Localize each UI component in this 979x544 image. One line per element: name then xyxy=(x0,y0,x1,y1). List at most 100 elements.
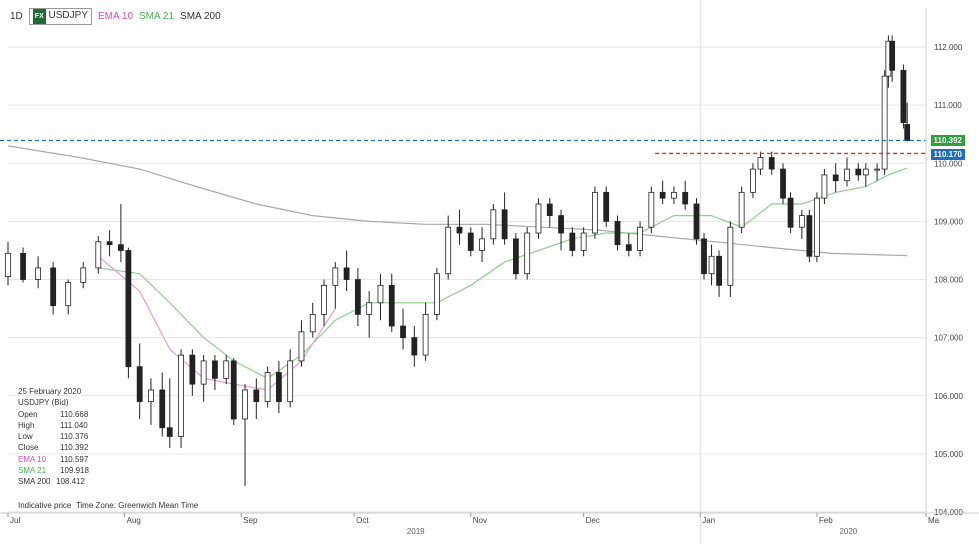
candle xyxy=(400,308,406,350)
x-year-label: 2020 xyxy=(839,527,857,536)
candle xyxy=(855,163,862,181)
candle xyxy=(701,233,707,280)
candle-body xyxy=(20,252,26,280)
candle-body xyxy=(708,255,715,275)
candle xyxy=(874,163,880,181)
candle xyxy=(637,221,643,257)
candle xyxy=(904,102,911,142)
candle xyxy=(592,186,598,239)
ema10-legend[interactable]: EMA 10 xyxy=(97,11,134,22)
candle xyxy=(80,262,87,289)
candle-body xyxy=(400,325,406,339)
candle-body xyxy=(275,372,282,402)
candle-body xyxy=(50,267,57,307)
candle xyxy=(558,209,564,251)
candle-body xyxy=(490,209,497,240)
candle-body xyxy=(757,157,764,170)
x-tick-label: Jan xyxy=(702,516,715,525)
candle-body xyxy=(377,284,384,304)
chart-header: 1D FX USDJPY EMA 10 SMA 21 SMA 200 xyxy=(10,8,221,25)
candle-body xyxy=(821,174,828,199)
footer-note: Indicative price Time Zone: Greenwich Me… xyxy=(18,501,198,510)
candle-body xyxy=(467,232,474,251)
ohlc-info-panel: 25 February 2020 USDJPY (Bid) Open 110.66… xyxy=(18,386,89,488)
candle xyxy=(832,163,839,193)
candle xyxy=(200,355,207,402)
candle xyxy=(757,151,764,175)
candle xyxy=(501,192,508,245)
candle xyxy=(321,279,327,327)
candle-body xyxy=(223,360,230,379)
indicative-price-note: Indicative price xyxy=(18,501,72,510)
candle-body xyxy=(855,168,862,176)
y-tick-label: 110.000 xyxy=(934,159,963,168)
bid-price-tag: 110.392 xyxy=(930,134,965,146)
candle-body xyxy=(95,241,102,269)
ask-price-tag: 110.170 xyxy=(930,149,965,161)
candle-body xyxy=(780,168,786,199)
x-tick-label: Oct xyxy=(356,516,369,525)
price-lines xyxy=(0,139,926,155)
candle-body xyxy=(637,226,643,251)
candle xyxy=(614,215,621,251)
info-label: Low xyxy=(18,432,33,442)
candle xyxy=(862,163,869,187)
info-value: 108.412 xyxy=(56,477,85,487)
candle-body xyxy=(625,244,632,251)
candle xyxy=(682,180,689,210)
candle-body xyxy=(501,209,508,240)
candle xyxy=(166,378,173,449)
candle-body xyxy=(354,279,361,315)
candle xyxy=(223,355,230,385)
candle xyxy=(388,273,395,332)
candle-body xyxy=(434,273,440,315)
candle-body xyxy=(343,267,350,280)
candle xyxy=(50,262,57,315)
candle-body xyxy=(580,232,587,251)
candle xyxy=(787,192,794,234)
candle xyxy=(242,384,248,486)
candle-body xyxy=(832,174,839,182)
candle xyxy=(806,209,813,263)
sma21-path xyxy=(98,167,908,379)
candle-body xyxy=(844,168,850,182)
candle-body xyxy=(166,427,173,437)
candle xyxy=(264,366,271,408)
sma200-legend[interactable]: SMA 200 xyxy=(180,11,221,22)
candle xyxy=(377,273,384,321)
candle-body xyxy=(798,215,805,228)
candle-body xyxy=(200,360,207,385)
timeframe-label[interactable]: 1D xyxy=(10,11,23,22)
candle xyxy=(490,203,497,245)
y-axis: 104.000105.000106.000107.000108.000109.0… xyxy=(925,8,963,517)
candle-body xyxy=(535,203,542,234)
candle-body xyxy=(750,168,756,193)
y-tick-label: 106.000 xyxy=(934,392,963,401)
candle-body xyxy=(768,157,775,170)
candle-body xyxy=(806,215,813,257)
info-label: SMA 21 xyxy=(18,466,47,476)
info-label: High xyxy=(18,420,35,430)
candle xyxy=(780,163,786,204)
info-label: SMA 200 xyxy=(18,477,51,487)
info-value: 110.668 xyxy=(60,409,89,419)
candle xyxy=(275,360,282,414)
x-tick-label: Jul xyxy=(10,516,20,525)
info-value: 110.392 xyxy=(60,443,89,453)
info-row-ema10: EMA 10 110.597 xyxy=(18,454,89,465)
x-year-label: 2019 xyxy=(407,527,425,536)
candle-body xyxy=(671,191,677,199)
candle xyxy=(513,233,519,280)
candle xyxy=(125,247,132,379)
candle-body xyxy=(159,389,166,429)
candle-body xyxy=(479,238,485,251)
candle xyxy=(750,163,756,199)
candle xyxy=(332,262,339,309)
candle xyxy=(189,349,196,396)
symbol-selector[interactable]: FX USDJPY xyxy=(28,8,92,25)
candle xyxy=(106,230,113,257)
sma21-legend[interactable]: SMA 21 xyxy=(139,11,175,22)
candle-body xyxy=(332,267,339,286)
info-row-sma200: SMA 200 108.412 xyxy=(18,476,89,487)
